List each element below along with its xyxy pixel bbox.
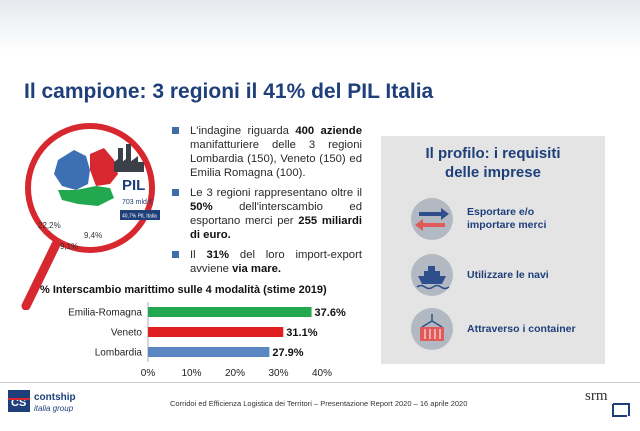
requirement-label: Attraverso i container — [467, 322, 576, 335]
pil-value: 703 mld € — [122, 199, 153, 206]
requirement-label-line: Esportare e/o — [467, 206, 535, 218]
pil-label: PIL — [122, 177, 145, 194]
pil-share-badge — [120, 210, 160, 220]
data-label: 27.9% — [272, 347, 303, 359]
bullet-text: dell'interscambio ed esportano merci per — [190, 201, 362, 227]
tick-label: 0% — [141, 368, 156, 379]
requirement-label: Utilizzare le navi — [467, 268, 549, 281]
bar — [148, 307, 312, 317]
tick-label: 20% — [225, 368, 245, 379]
requirement-item: Utilizzare le navi — [411, 254, 601, 298]
bullet-item: Il 31% del loro import-export avviene vi… — [172, 248, 362, 276]
bar — [148, 347, 270, 357]
container-icon — [411, 308, 453, 350]
bullet-bold: 50% — [190, 201, 213, 213]
tick-label: 10% — [181, 368, 201, 379]
veneto-region — [90, 148, 118, 186]
requirement-label-line: importare merci — [467, 219, 547, 231]
bullet-item: Le 3 regioni rappresentano oltre il 50% … — [172, 186, 362, 242]
bullet-item: L'indagine riguarda 400 aziende manifatt… — [172, 124, 362, 180]
svg-text:contship: contship — [34, 392, 76, 403]
header-band — [0, 0, 640, 52]
footer-text: Corridoi ed Efficienza Logistica dei Ter… — [170, 399, 468, 408]
tick-label: 30% — [268, 368, 288, 379]
factory-icon — [114, 144, 144, 172]
bullet-bold: 255 miliardi di euro. — [190, 215, 363, 241]
maritime-trade-bar-chart: Emilia-Romagna 37.6% Veneto 31.1% Lombardia 2… — [68, 302, 346, 379]
bullet-bold: via mare. — [232, 263, 282, 275]
bullet-square-icon — [172, 189, 179, 196]
requirement-label: Esportare e/o importare merci — [467, 198, 546, 240]
contship-logo: CS contship italia group — [8, 390, 76, 413]
tick-label: 40% — [312, 368, 332, 379]
bullet-bold: 31% — [206, 249, 230, 261]
category-label: Lombardia — [95, 348, 143, 359]
bullet-text: manifatturiere delle 3 regioni Lombardia… — [190, 139, 362, 179]
srm-logo: srm — [585, 388, 630, 417]
bullet-list: L'indagine riguarda 400 aziende manifatt… — [172, 124, 362, 282]
panel-title: Il profilo: i requisiti delle imprese — [381, 144, 605, 182]
panel-title-line: Il profilo: i requisiti — [425, 145, 561, 162]
bullet-text: Le 3 regioni rappresentano oltre il — [190, 187, 362, 199]
requirements-panel: Il profilo: i requisiti delle imprese Es… — [381, 136, 605, 364]
bullet-square-icon — [172, 251, 179, 258]
regions-map-illustration: PIL 703 mld € 40,7% PIL Italia 22,2% 9,1… — [21, 123, 160, 310]
chart-title: % Interscambio marittimo sulle 4 modalit… — [40, 284, 327, 296]
svg-text:srm: srm — [585, 388, 608, 404]
lombardia-region — [54, 150, 90, 190]
requirement-item: Esportare e/o importare merci — [411, 198, 601, 242]
panel-title-line: delle imprese — [445, 164, 541, 181]
ship-icon — [411, 254, 453, 296]
footer-divider — [0, 382, 640, 383]
data-label: 31.1% — [286, 327, 317, 339]
bar — [148, 327, 284, 337]
bullet-bold: 400 aziende — [295, 125, 362, 137]
pct-emilia: 22,2% — [38, 221, 61, 230]
bullet-text: Il — [190, 249, 207, 261]
requirement-item: Attraverso i container — [411, 308, 601, 352]
pct-veneto: 9,4% — [84, 231, 102, 240]
svg-text:italia group: italia group — [34, 404, 74, 413]
emilia-region — [58, 186, 114, 206]
category-label: Veneto — [111, 328, 143, 339]
bullet-text: L'indagine riguarda — [190, 125, 296, 137]
category-label: Emilia-Romagna — [68, 308, 142, 319]
pil-share-text: 40,7% PIL Italia — [122, 214, 157, 220]
bullet-text: del loro import-export avviene — [190, 249, 362, 275]
page-title: Il campione: 3 regioni il 41% del PIL It… — [24, 80, 434, 103]
pct-lombardia: 9,1% — [60, 242, 78, 251]
bullet-square-icon — [172, 127, 179, 134]
arrows-icon — [411, 198, 453, 240]
data-label: 37.6% — [315, 307, 346, 319]
